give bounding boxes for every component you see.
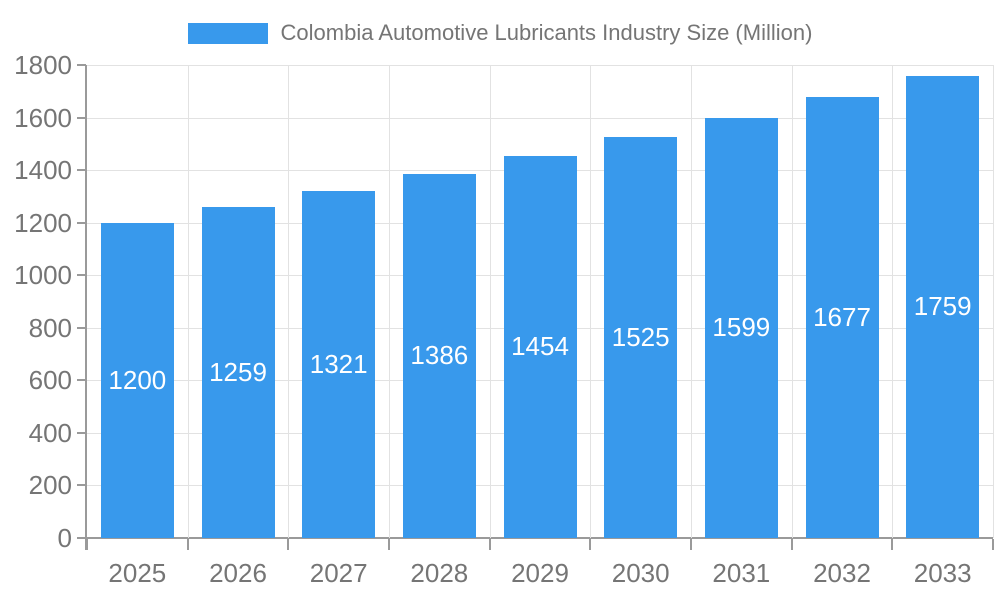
bar: 1759 [906, 75, 980, 538]
gridline-vertical [288, 65, 290, 538]
x-axis-tick-label: 2028 [410, 558, 469, 588]
bar-value-label: 1200 [108, 364, 167, 395]
legend-label: Colombia Automotive Lubricants Industry … [280, 20, 813, 45]
x-axis-tick-label: 2027 [309, 558, 368, 588]
x-axis-tick-label: 2025 [108, 558, 167, 588]
y-axis-tick-label: 1600 [14, 102, 72, 133]
bar-value-label: 1321 [309, 348, 368, 379]
gridline-vertical [187, 65, 189, 538]
x-axis-tick [186, 539, 189, 550]
y-axis-tick [77, 274, 86, 277]
x-axis-tick-label: 2026 [209, 558, 267, 588]
bar-value-label: 1677 [813, 302, 871, 333]
y-axis-tick [77, 326, 86, 329]
gridline-vertical [892, 65, 894, 538]
y-axis-tick-label: 1200 [14, 207, 72, 238]
x-axis-tick-label: 2032 [813, 558, 871, 588]
gridline-horizontal [87, 65, 993, 66]
y-axis-tick-label: 200 [28, 470, 72, 501]
y-axis-tick-label: 1400 [14, 155, 72, 186]
y-axis-tick [77, 221, 86, 224]
x-axis-tick [992, 539, 994, 550]
x-axis-tick [86, 539, 88, 550]
bar: 1321 [302, 190, 376, 538]
x-axis-tick-label: 2029 [511, 558, 569, 588]
bar: 1386 [402, 173, 476, 538]
y-axis-tick [77, 64, 86, 66]
y-axis-tick [77, 379, 86, 382]
y-axis-tick-label: 600 [28, 365, 72, 396]
bar: 1200 [100, 222, 174, 538]
x-axis-tick [891, 539, 894, 550]
legend-swatch [187, 22, 268, 44]
bar-value-label: 1759 [913, 291, 972, 322]
y-axis-tick-label: 1800 [14, 50, 72, 80]
y-axis-tick [77, 484, 86, 487]
gridline-vertical [691, 65, 692, 538]
x-axis-tick-label: 2033 [913, 558, 972, 588]
gridline-horizontal [87, 117, 993, 119]
bar-value-label: 1599 [712, 312, 771, 343]
bar: 1454 [503, 155, 577, 538]
bar-value-label: 1259 [209, 357, 267, 388]
y-axis-tick-label: 0 [57, 523, 72, 553]
x-axis-tick [589, 539, 592, 550]
gridline-vertical [791, 65, 793, 538]
y-axis-tick [77, 169, 86, 172]
legend: Colombia Automotive Lubricants Industry … [0, 20, 1000, 46]
y-axis-line [85, 65, 87, 550]
plot-area: 1200 1259 1321 1386 1454 1525 1599 1677 1759 [87, 65, 994, 538]
bar-value-label: 1386 [410, 340, 469, 371]
bar: 1677 [805, 97, 879, 538]
x-axis-tick-label: 2030 [611, 558, 670, 588]
gridline-vertical [993, 65, 994, 538]
x-axis-tick-label: 2031 [712, 558, 771, 588]
x-axis-tick [287, 539, 290, 550]
y-axis-tick [77, 116, 86, 119]
x-axis-tick [388, 539, 390, 550]
bar: 1259 [201, 207, 275, 538]
bar-value-label: 1525 [611, 322, 670, 353]
bar: 1599 [704, 117, 778, 538]
bar-value-label: 1454 [511, 331, 569, 362]
x-axis-line [87, 537, 993, 539]
y-axis-tick [77, 431, 86, 434]
bar: 1525 [604, 137, 678, 538]
y-axis-tick-label: 800 [28, 312, 72, 343]
x-axis-tick [488, 539, 491, 550]
x-axis-tick [790, 539, 793, 550]
y-axis-tick [77, 537, 86, 539]
gridline-vertical [489, 65, 491, 538]
y-axis-tick-label: 1000 [14, 260, 72, 291]
gridline-vertical [389, 65, 390, 538]
gridline-vertical [590, 65, 592, 538]
y-axis-tick-label: 400 [28, 417, 72, 448]
x-axis-tick [690, 539, 692, 550]
